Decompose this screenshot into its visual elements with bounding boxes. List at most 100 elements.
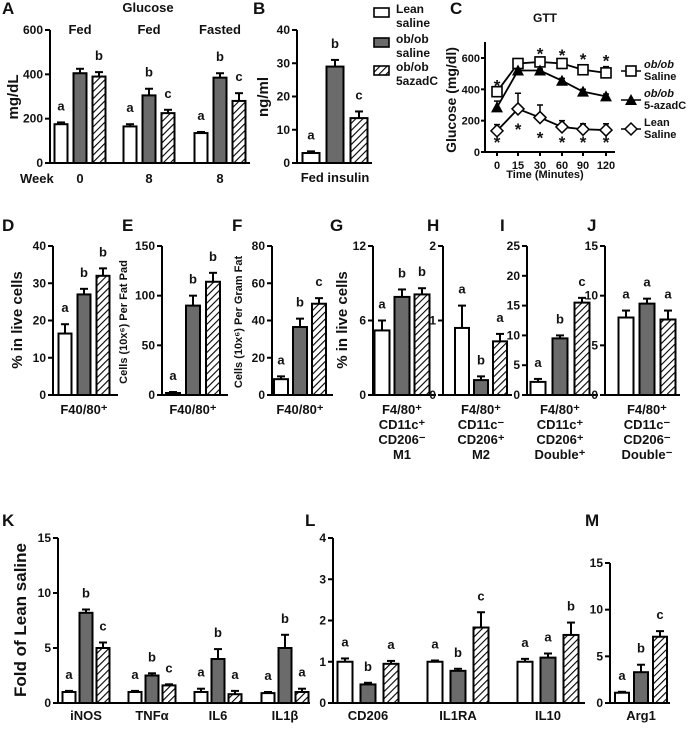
bar bbox=[193, 691, 209, 704]
bar bbox=[614, 691, 630, 705]
data-point bbox=[598, 123, 614, 138]
bar bbox=[393, 295, 411, 396]
bar bbox=[573, 301, 591, 396]
y-tick-label: 400 bbox=[23, 67, 43, 81]
bar bbox=[294, 691, 310, 704]
significance-letter: a bbox=[57, 98, 65, 113]
significance-letter: a bbox=[341, 634, 349, 649]
y-tick-label: 25 bbox=[507, 239, 521, 253]
y-tick-label: 1 bbox=[429, 314, 436, 328]
category-label: iNOS bbox=[70, 708, 102, 723]
panel-letter: B bbox=[253, 0, 265, 18]
x-axis-label: Double⁺ bbox=[535, 447, 586, 462]
y-tick-label: 40 bbox=[252, 314, 266, 328]
x-axis-label: CD206⁻ bbox=[378, 432, 425, 447]
bar bbox=[617, 316, 635, 396]
week-label: 8 bbox=[216, 171, 223, 186]
category-label: CD206 bbox=[348, 708, 388, 723]
y-tick-label: 0 bbox=[591, 388, 598, 402]
bar bbox=[165, 392, 181, 397]
bar bbox=[301, 152, 321, 164]
bar bbox=[144, 674, 160, 704]
x-axis-label: F4/80⁺ bbox=[540, 402, 580, 417]
category-label: IL6 bbox=[209, 708, 228, 723]
x-axis-label: Time (Minutes) bbox=[506, 169, 584, 181]
legend-marker bbox=[623, 121, 639, 137]
y-tick-label: 200 bbox=[23, 112, 43, 126]
x-tick-label: 120 bbox=[597, 160, 615, 172]
legend-label: Saline bbox=[644, 71, 676, 83]
y-tick-label: 10 bbox=[33, 351, 47, 365]
x-axis-label: F40/80⁺ bbox=[276, 402, 323, 417]
significance-letter: c bbox=[315, 274, 322, 289]
bar bbox=[449, 669, 467, 705]
significance-star: * bbox=[580, 133, 587, 152]
category-label: IL1RA bbox=[439, 708, 477, 723]
bar bbox=[210, 658, 226, 704]
significance-letter: b bbox=[281, 611, 289, 626]
legend-label: saline bbox=[396, 46, 430, 60]
bar bbox=[127, 691, 143, 704]
x-tick-label: 15 bbox=[512, 160, 524, 172]
significance-letter: c bbox=[656, 607, 663, 622]
legend-label: 5-azadC bbox=[644, 100, 686, 112]
y-tick-label: 15 bbox=[38, 531, 52, 545]
y-tick-label: 600 bbox=[23, 23, 43, 37]
panel-letter: J bbox=[587, 216, 596, 235]
y-tick-label: 12 bbox=[353, 239, 367, 253]
y-tick-label: 40 bbox=[33, 239, 47, 253]
bar bbox=[359, 683, 377, 704]
y-tick-label: 2 bbox=[429, 239, 436, 253]
data-point bbox=[600, 67, 612, 79]
bar bbox=[185, 304, 201, 397]
significance-letter: a bbox=[544, 630, 552, 645]
y-axis-label: Fold of Lean saline bbox=[11, 543, 30, 697]
significance-letter: a bbox=[307, 127, 315, 142]
chart-title: GTT bbox=[533, 11, 558, 25]
significance-letter: a bbox=[387, 637, 395, 652]
data-point bbox=[554, 119, 570, 134]
y-tick-label: 50 bbox=[142, 338, 156, 352]
week-row-label: Week bbox=[20, 171, 54, 186]
bar bbox=[413, 293, 431, 396]
legend-label: ob/ob bbox=[644, 88, 674, 100]
significance-star: * bbox=[559, 46, 566, 65]
significance-letter: b bbox=[82, 586, 90, 601]
y-tick-label: 15 bbox=[507, 299, 521, 313]
data-point bbox=[600, 90, 612, 102]
y-tick-label: 0 bbox=[283, 156, 290, 170]
x-tick-label: 60 bbox=[556, 160, 568, 172]
x-axis-label: CD206⁻ bbox=[623, 432, 670, 447]
legend-marker bbox=[625, 94, 637, 105]
y-tick-label: 10 bbox=[507, 328, 521, 342]
chart-title: Glucose bbox=[122, 0, 173, 15]
y-axis-label: % in live cells bbox=[9, 271, 26, 369]
bar bbox=[633, 671, 649, 705]
y-tick-label: 5 bbox=[596, 649, 603, 663]
y-tick-label: 4 bbox=[319, 531, 326, 545]
significance-letter: b bbox=[398, 265, 406, 280]
significance-letter: b bbox=[209, 249, 217, 264]
bar bbox=[205, 280, 221, 397]
x-axis-label: F4/80⁺ bbox=[461, 402, 501, 417]
data-point bbox=[556, 57, 568, 70]
significance-letter: b bbox=[477, 352, 485, 367]
x-tick-label: 30 bbox=[534, 160, 546, 172]
significance-letter: b bbox=[364, 659, 372, 674]
y-axis-label: mg/dL bbox=[5, 75, 22, 120]
bar bbox=[539, 656, 557, 704]
panel-letter: D bbox=[2, 216, 14, 235]
panel-letter: F bbox=[232, 216, 242, 235]
y-tick-label: 15 bbox=[585, 239, 599, 253]
y-tick-label: 10 bbox=[585, 289, 599, 303]
significance-letter: b bbox=[296, 295, 304, 310]
significance-letter: c bbox=[235, 69, 242, 84]
y-axis-label: % in live cells bbox=[334, 271, 351, 369]
significance-letter: a bbox=[131, 667, 139, 682]
panel-letter: M bbox=[585, 511, 599, 530]
bar bbox=[551, 337, 569, 397]
significance-letter: a bbox=[664, 287, 672, 302]
bar bbox=[260, 692, 276, 704]
significance-star: * bbox=[603, 52, 610, 71]
data-point bbox=[556, 74, 568, 86]
